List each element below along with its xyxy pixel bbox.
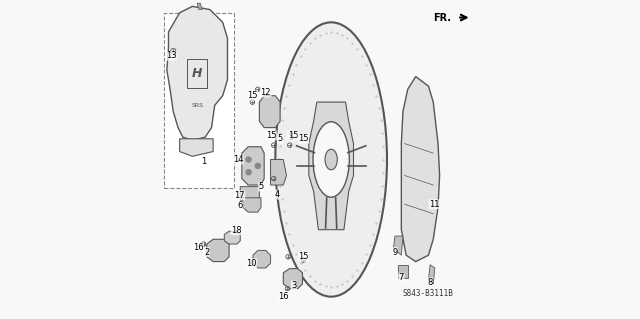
Polygon shape bbox=[394, 236, 403, 255]
Text: 2: 2 bbox=[204, 248, 209, 256]
Polygon shape bbox=[224, 231, 240, 244]
Text: 16: 16 bbox=[193, 243, 204, 252]
Polygon shape bbox=[398, 265, 408, 278]
Text: 14: 14 bbox=[233, 155, 243, 164]
Polygon shape bbox=[207, 239, 229, 262]
Text: 5: 5 bbox=[289, 133, 294, 142]
Text: 3: 3 bbox=[291, 281, 296, 290]
Text: H: H bbox=[192, 67, 202, 80]
Text: 13: 13 bbox=[166, 51, 177, 60]
Ellipse shape bbox=[313, 122, 349, 197]
Text: 16: 16 bbox=[278, 292, 289, 300]
Circle shape bbox=[255, 163, 260, 168]
Polygon shape bbox=[180, 139, 213, 156]
Polygon shape bbox=[259, 96, 280, 128]
Polygon shape bbox=[271, 160, 287, 185]
Text: 8: 8 bbox=[428, 278, 433, 287]
Text: S843-B3111B: S843-B3111B bbox=[403, 289, 454, 298]
Text: 5: 5 bbox=[278, 134, 283, 143]
Text: 4: 4 bbox=[275, 190, 280, 199]
Text: FR.: FR. bbox=[433, 12, 451, 23]
Ellipse shape bbox=[275, 22, 387, 297]
Text: 18: 18 bbox=[231, 226, 242, 235]
Text: 15: 15 bbox=[287, 131, 298, 140]
Circle shape bbox=[246, 157, 251, 162]
Circle shape bbox=[246, 170, 251, 175]
Text: 11: 11 bbox=[429, 200, 440, 209]
Text: 17: 17 bbox=[234, 191, 245, 200]
Text: 12: 12 bbox=[260, 88, 271, 97]
Polygon shape bbox=[284, 269, 303, 289]
Polygon shape bbox=[243, 198, 261, 212]
Text: 5: 5 bbox=[259, 182, 264, 191]
Text: 15: 15 bbox=[266, 131, 276, 140]
Text: 15: 15 bbox=[247, 91, 258, 100]
Polygon shape bbox=[401, 77, 440, 262]
Polygon shape bbox=[309, 102, 353, 230]
Text: 9: 9 bbox=[392, 248, 397, 256]
Text: 10: 10 bbox=[246, 259, 257, 268]
Polygon shape bbox=[240, 187, 259, 206]
Text: 1: 1 bbox=[201, 157, 206, 166]
Text: 15: 15 bbox=[298, 252, 308, 261]
Bar bbox=[187, 59, 207, 88]
FancyBboxPatch shape bbox=[164, 13, 234, 188]
Polygon shape bbox=[167, 6, 227, 140]
Text: 15: 15 bbox=[298, 134, 308, 143]
Polygon shape bbox=[428, 265, 435, 284]
Text: 7: 7 bbox=[399, 273, 404, 282]
Polygon shape bbox=[253, 250, 271, 268]
Text: SRS: SRS bbox=[191, 103, 203, 108]
Polygon shape bbox=[197, 3, 202, 10]
Text: 6: 6 bbox=[237, 201, 243, 210]
Ellipse shape bbox=[325, 149, 337, 170]
Polygon shape bbox=[242, 147, 264, 185]
